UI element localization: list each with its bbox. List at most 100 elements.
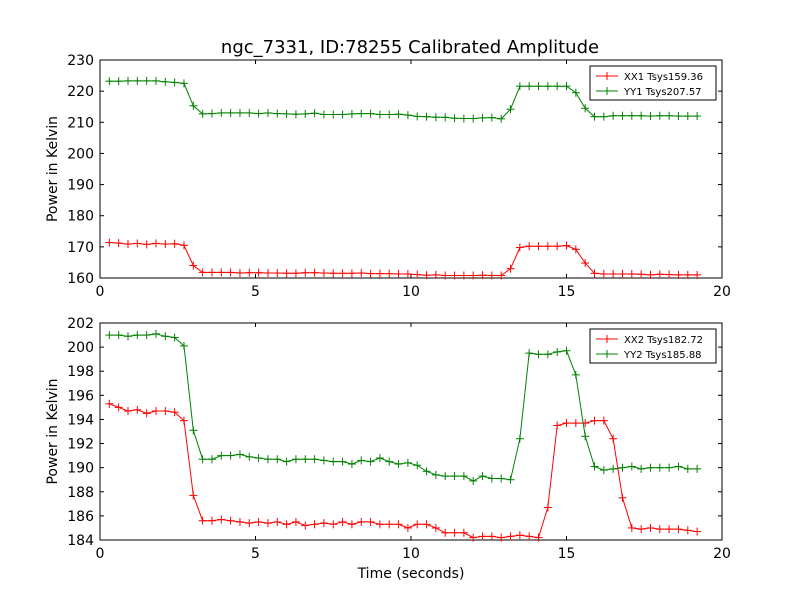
chart-title: ngc_7331, ID:78255 Calibrated Amplitude xyxy=(221,37,599,58)
bottom-series-0-point xyxy=(226,516,235,525)
top-series-1-point xyxy=(366,109,375,118)
top-series-0-point xyxy=(357,269,366,278)
bottom-series-0-point xyxy=(459,528,468,537)
bottom-series-1-point xyxy=(254,454,263,463)
bottom-series-1-point xyxy=(469,476,478,485)
bottom-series-1-point xyxy=(571,370,580,379)
top-series-0-point xyxy=(170,239,179,248)
top-series-0-point xyxy=(123,240,132,249)
top-ylabel: Power in Kelvin xyxy=(45,116,61,222)
bottom-series-0-point xyxy=(525,532,534,541)
top-series-1-point xyxy=(235,108,244,117)
bottom-series-1-point xyxy=(655,463,664,472)
bottom-series-1-point xyxy=(235,450,244,459)
bottom-series-0-point xyxy=(385,520,394,529)
top-series-0-point xyxy=(291,269,300,278)
top-series-1-point xyxy=(562,82,571,91)
bottom-xtick-label: 15 xyxy=(558,546,576,562)
bottom-series-1-point xyxy=(189,426,198,435)
bottom-series-1-point xyxy=(543,350,552,359)
bottom-series-1-point xyxy=(553,347,562,356)
top-series-1-point xyxy=(301,109,310,118)
bottom-series-0-point xyxy=(207,516,216,525)
bottom-series-0-point xyxy=(413,520,422,529)
top-series-0-point xyxy=(273,269,282,278)
bottom-series-1-point xyxy=(319,456,328,465)
bottom-series-0-point xyxy=(497,533,506,542)
top-series-0-point xyxy=(506,264,515,273)
bottom-series-1-point xyxy=(357,456,366,465)
bottom-series-1-point xyxy=(105,331,114,340)
top-series-1-point xyxy=(534,82,543,91)
top-series-1-point xyxy=(543,82,552,91)
top-series-0-point xyxy=(375,269,384,278)
top-series-1-point xyxy=(674,112,683,121)
top-series-1-point xyxy=(413,112,422,121)
bottom-series-1-point xyxy=(693,464,702,473)
top-series-1-point xyxy=(683,112,692,121)
top-series-0-point xyxy=(627,269,636,278)
bottom-series-1-point xyxy=(413,461,422,470)
top-series-1-point xyxy=(693,112,702,121)
top-series-1-point xyxy=(161,77,170,86)
bottom-series-1-point xyxy=(599,466,608,475)
top-series-0-line xyxy=(109,242,698,276)
bottom-series-0-point xyxy=(487,532,496,541)
bottom-series-1-point xyxy=(217,451,226,460)
top-series-0-point xyxy=(562,241,571,250)
bottom-ytick-label: 194 xyxy=(67,412,94,428)
bottom-series-0-point xyxy=(674,525,683,534)
bottom-series-1-point xyxy=(497,474,506,483)
bottom-series-0-point xyxy=(469,533,478,542)
top-series-0-point xyxy=(394,269,403,278)
bottom-series-1-point xyxy=(403,458,412,467)
top-series-1-point xyxy=(319,110,328,119)
top-series-0-point xyxy=(637,270,646,279)
bottom-series-1-point xyxy=(161,332,170,341)
top-ytick-label: 230 xyxy=(67,53,94,69)
top-ytick-label: 180 xyxy=(67,209,94,225)
bottom-series-0-point xyxy=(114,403,123,412)
top-series-1-point xyxy=(357,109,366,118)
bottom-series-0-point xyxy=(282,520,291,529)
bottom-xtick-label: 5 xyxy=(251,546,260,562)
bottom-series-1-point xyxy=(422,467,431,476)
bottom-ytick-label: 186 xyxy=(67,509,94,525)
legend-box xyxy=(589,65,717,101)
top-series-0-point xyxy=(133,239,142,248)
bottom-series-1-point xyxy=(637,464,646,473)
top-series-1-point xyxy=(226,108,235,117)
top-series-0-point xyxy=(655,270,664,279)
bottom-series-1-point xyxy=(338,457,347,466)
bottom-series-1-point xyxy=(273,455,282,464)
bottom-series-1-point xyxy=(366,457,375,466)
bottom-ytick-label: 196 xyxy=(67,388,94,404)
bottom-series-1-point xyxy=(441,472,450,481)
top-ytick-label: 200 xyxy=(67,146,94,162)
top-series-1-point xyxy=(478,113,487,122)
legend-label-1: YY1 Tsys207.57 xyxy=(623,87,702,98)
top-xtick-label: 15 xyxy=(558,284,576,300)
bottom-series-0-point xyxy=(431,523,440,532)
bottom-series-0-point xyxy=(646,523,655,532)
bottom-series-0-point xyxy=(553,421,562,430)
bottom-series-0-point xyxy=(450,528,459,537)
bottom-series-1-point xyxy=(683,464,692,473)
bottom-series-0-point xyxy=(142,409,151,418)
top-series-1-point xyxy=(207,109,216,118)
bottom-series-1-line xyxy=(109,333,698,482)
top-series-1-point xyxy=(142,76,151,85)
top-series-1-point xyxy=(198,109,207,118)
bottom-series-1-point xyxy=(506,475,515,484)
top-series-1-point xyxy=(375,110,384,119)
bottom-series-1-point xyxy=(674,462,683,471)
top-series-1-point xyxy=(422,112,431,121)
bottom-series-0-point xyxy=(543,503,552,512)
bottom-series-0-point xyxy=(151,407,160,416)
top-series-0-point xyxy=(385,269,394,278)
bottom-series-1-point xyxy=(142,331,151,340)
top-series-0-point xyxy=(543,242,552,251)
bottom-series-0-point xyxy=(693,527,702,536)
bottom-series-0-point xyxy=(375,520,384,529)
bottom-series-1-point xyxy=(609,464,618,473)
